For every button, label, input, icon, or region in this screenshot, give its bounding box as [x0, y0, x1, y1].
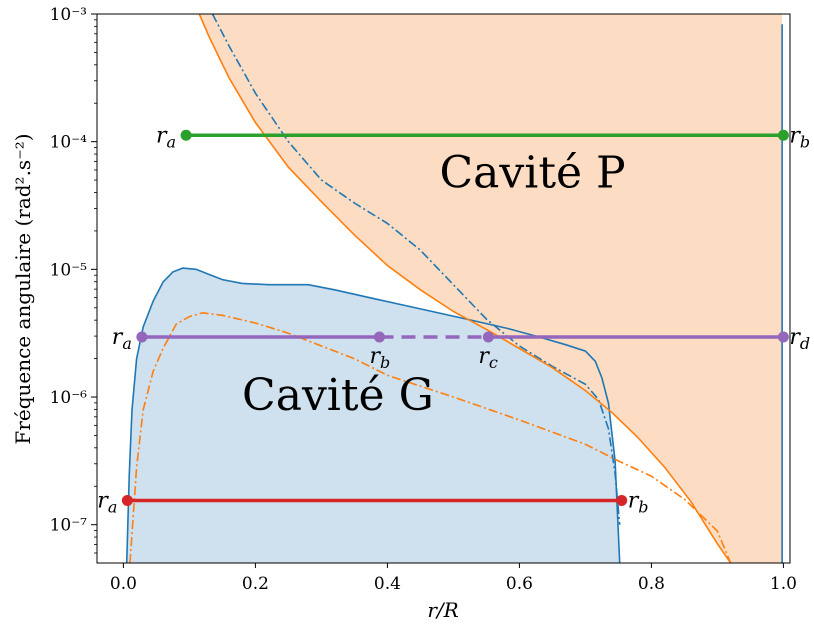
x-tick-label-4: 0.8	[638, 574, 665, 594]
series-line-4	[129, 311, 732, 563]
y-tick-label-3: 10⁻⁶	[50, 388, 88, 408]
mode-point-label-1-2: rc	[478, 344, 498, 372]
axes: 0.0 0.2 0.4 0.6 0.8 1.0 10⁻³ 10⁻⁴ 10⁻⁵ 10⁻⁶ 10⁻⁷	[50, 5, 797, 594]
y-tick-label-0: 10⁻³	[50, 5, 87, 25]
mode-point-label-0-1: rb	[789, 123, 810, 151]
x-tick-label-5: 1.0	[770, 574, 797, 594]
mode-point-1-0	[136, 331, 148, 343]
mode-lines	[121, 129, 789, 506]
x-tick-label-2: 0.4	[374, 574, 401, 594]
x-tick-label-3: 0.6	[506, 574, 533, 594]
series-line-2	[211, 14, 621, 525]
mode-point-1-1	[373, 331, 385, 343]
x-tick-label-1: 0.2	[242, 574, 269, 594]
region-cavity-g	[126, 268, 620, 563]
mode-point-label-2-0: ra	[97, 488, 117, 516]
mode-point-label-1-0: ra	[112, 325, 132, 353]
mode-point-label-2-1: rb	[628, 488, 649, 516]
y-axis-label: Fréquence angulaire (rad².s⁻²)	[11, 133, 35, 444]
mode-point-2-1	[616, 494, 628, 506]
series-line-0	[125, 267, 621, 563]
mode-point-2-0	[121, 494, 133, 506]
plot-frame	[96, 13, 791, 564]
mode-point-0-1	[777, 129, 789, 141]
region-cavity-p	[199, 14, 783, 563]
mode-point-0-0	[180, 129, 192, 141]
mode-point-label-0-0: ra	[156, 123, 176, 151]
cavity-regions	[126, 14, 783, 563]
mode-point-label-1-1: rb	[369, 344, 390, 372]
region-label-cavity-g: Cavité G	[242, 370, 434, 421]
region-label-cavity-p: Cavité P	[440, 148, 626, 199]
x-axis-label: r/R	[427, 598, 458, 622]
mode-point-label-1-3: rd	[789, 325, 810, 353]
y-tick-label-2: 10⁻⁵	[50, 260, 88, 280]
mode-point-1-3	[777, 331, 789, 343]
mode-point-1-2	[482, 331, 494, 343]
annotation-labels: Cavité G Cavité P ra rb ra rb rc rd ra rb	[97, 123, 810, 516]
y-tick-label-4: 10⁻⁷	[50, 516, 88, 536]
series-line-3	[198, 14, 732, 563]
y-tick-label-1: 10⁻⁴	[50, 133, 88, 153]
series-lines	[125, 14, 783, 563]
x-tick-label-0: 0.0	[110, 574, 137, 594]
